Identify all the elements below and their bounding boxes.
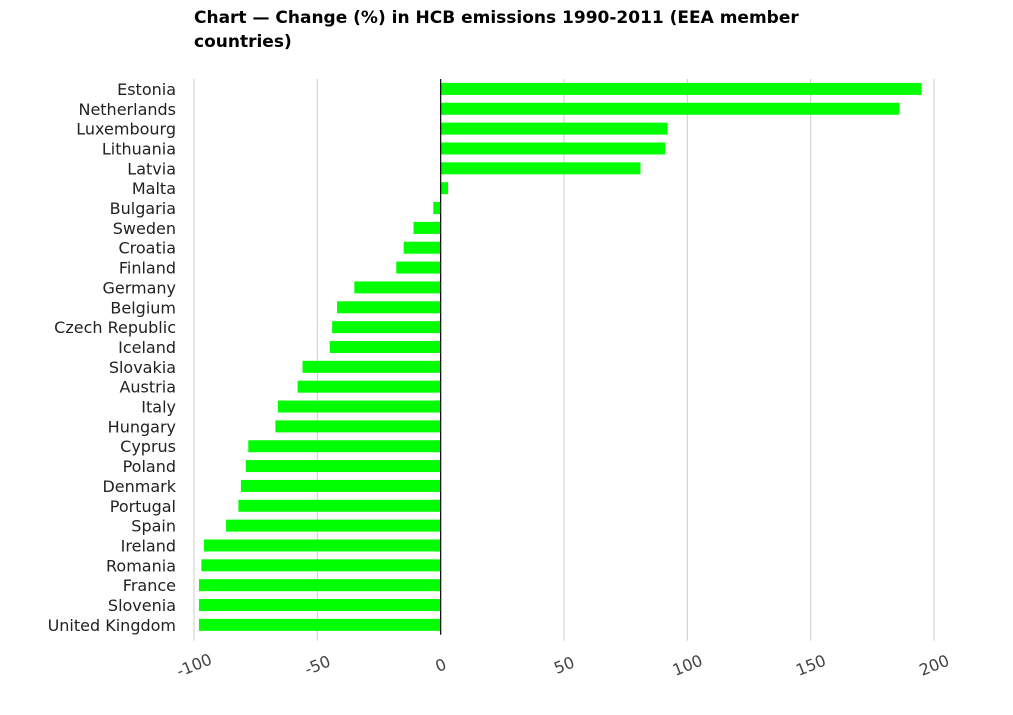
x-tick-label: 150: [793, 651, 828, 680]
x-tick-label: -100: [174, 650, 215, 681]
category-label: Slovenia: [108, 596, 176, 615]
bar-netherlands: [440, 102, 900, 115]
category-label: Poland: [123, 457, 176, 476]
x-tick-label: 100: [670, 651, 705, 680]
category-label: Luxembourg: [76, 120, 176, 139]
category-label: Lithuania: [102, 139, 176, 158]
x-tick-label: 50: [551, 653, 577, 678]
bar-slovenia: [198, 599, 441, 612]
category-label: Hungary: [108, 417, 176, 436]
category-label: Belgium: [110, 298, 176, 317]
bar-cyprus: [248, 440, 441, 453]
category-label: Germany: [102, 278, 176, 297]
category-label: Ireland: [121, 536, 176, 555]
category-label: Finland: [119, 259, 176, 278]
bar-hungary: [275, 420, 441, 433]
bar-italy: [277, 400, 441, 413]
category-label: Malta: [132, 179, 176, 198]
bar-iceland: [329, 340, 441, 353]
category-label: Cyprus: [120, 437, 176, 456]
category-label: Austria: [119, 378, 176, 397]
bar-latvia: [440, 162, 641, 175]
bar-portugal: [238, 499, 441, 512]
bar-finland: [396, 261, 441, 274]
x-tick-label: -50: [302, 652, 333, 679]
bar-germany: [354, 281, 441, 294]
category-label: Netherlands: [78, 100, 176, 119]
bar-denmark: [240, 479, 441, 492]
bar-bulgaria: [433, 202, 441, 215]
category-label: Portugal: [110, 497, 176, 516]
label-layer: -100 -50 0 50 100 150 200 EstoniaNetherlandsLux…: [48, 80, 952, 681]
bar-ireland: [203, 539, 441, 552]
bar-united-kingdom: [198, 618, 441, 631]
category-label: Croatia: [118, 239, 176, 258]
category-label: Czech Republic: [54, 318, 176, 337]
category-label: Romania: [106, 556, 176, 575]
bar-layer: [198, 82, 922, 631]
category-label: France: [123, 576, 176, 595]
bar-slovakia: [302, 360, 441, 373]
category-label: Estonia: [117, 80, 176, 99]
chart-title: Chart — Change (%) in HCB emissions 1990…: [194, 8, 799, 52]
category-label: United Kingdom: [48, 616, 176, 635]
category-label: Bulgaria: [110, 199, 176, 218]
category-label: Italy: [141, 398, 176, 417]
bar-sweden: [413, 221, 441, 234]
bar-lithuania: [440, 142, 666, 155]
bar-luxembourg: [440, 122, 668, 135]
category-label: Sweden: [113, 219, 176, 238]
bar-poland: [245, 460, 441, 473]
bar-malta: [440, 182, 449, 195]
bar-belgium: [337, 301, 441, 314]
bar-spain: [226, 519, 441, 532]
bar-estonia: [440, 82, 922, 95]
category-label: Denmark: [102, 477, 176, 496]
x-tick-label: 0: [433, 655, 450, 676]
bar-croatia: [403, 241, 441, 254]
category-label: Latvia: [127, 159, 176, 178]
category-label: Spain: [131, 517, 176, 536]
category-label: Slovakia: [109, 358, 176, 377]
category-label: Iceland: [118, 338, 176, 357]
bar-france: [198, 579, 441, 592]
bar-romania: [201, 559, 441, 572]
x-tick-label: 200: [916, 651, 951, 680]
bar-czech-republic: [332, 321, 441, 334]
bar-austria: [297, 380, 441, 393]
